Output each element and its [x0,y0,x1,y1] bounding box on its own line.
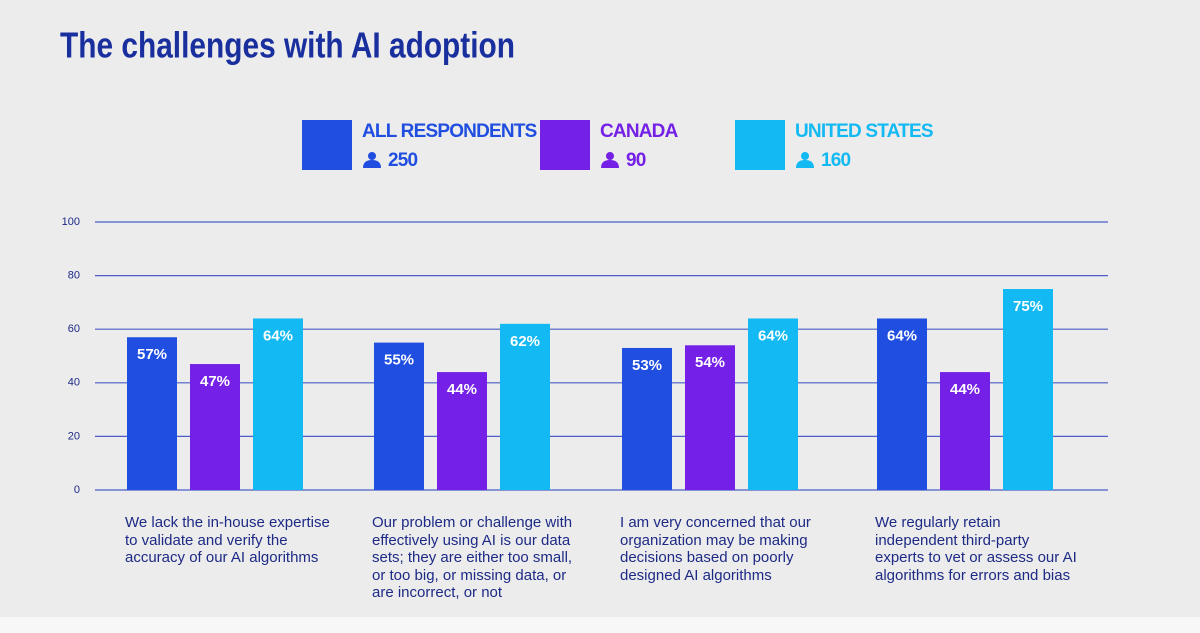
legend-label: CANADA [600,121,679,142]
person-icon [601,160,619,168]
y-tick-label: 0 [74,484,80,496]
x-tick-label: I am very concerned that our organizatio… [620,514,811,584]
legend-swatch [540,120,590,170]
x-tick-label: We regularly retain independent third-pa… [875,514,1077,584]
legend-respondents: 90 [626,150,646,171]
y-tick-label: 80 [68,270,80,282]
value-label: 53% [632,357,662,374]
bottom-strip [0,617,1200,633]
value-label: 64% [887,327,917,344]
value-label: 75% [1013,298,1043,315]
legend-swatch [302,120,352,170]
bar [437,372,487,490]
y-tick-label: 60 [68,323,80,335]
legend-respondents: 160 [821,150,851,171]
bar [190,364,240,490]
person-icon [363,160,381,168]
bar [685,345,735,490]
bar [622,347,672,490]
bar [940,372,990,490]
value-label: 55% [384,352,414,369]
y-tick-label: 100 [62,216,80,228]
bar [253,318,303,490]
value-label: 47% [200,373,230,390]
bar [748,318,798,490]
value-label: 54% [695,354,725,371]
x-tick-label: Our problem or challenge with effectivel… [372,514,573,601]
bar [374,342,424,490]
chart-title: The challenges with AI adoption [60,25,515,66]
bar [127,337,177,490]
value-label: 62% [510,333,540,350]
y-tick-label: 20 [68,430,80,442]
value-label: 64% [758,327,788,344]
x-tick-label: We lack the in-house expertise to valida… [125,514,330,566]
person-icon [368,152,376,160]
bar [500,323,550,490]
value-label: 44% [447,381,477,398]
bar [877,318,927,490]
person-icon [796,160,814,168]
legend-label: UNITED STATES [795,121,933,142]
legend-label: ALL RESPONDENTS [362,121,537,142]
value-label: 44% [950,381,980,398]
value-label: 57% [137,346,167,363]
legend-swatch [735,120,785,170]
person-icon [606,152,614,160]
value-label: 64% [263,327,293,344]
y-tick-label: 40 [68,377,80,389]
legend-respondents: 250 [388,150,418,171]
person-icon [801,152,809,160]
bar [1003,289,1053,490]
